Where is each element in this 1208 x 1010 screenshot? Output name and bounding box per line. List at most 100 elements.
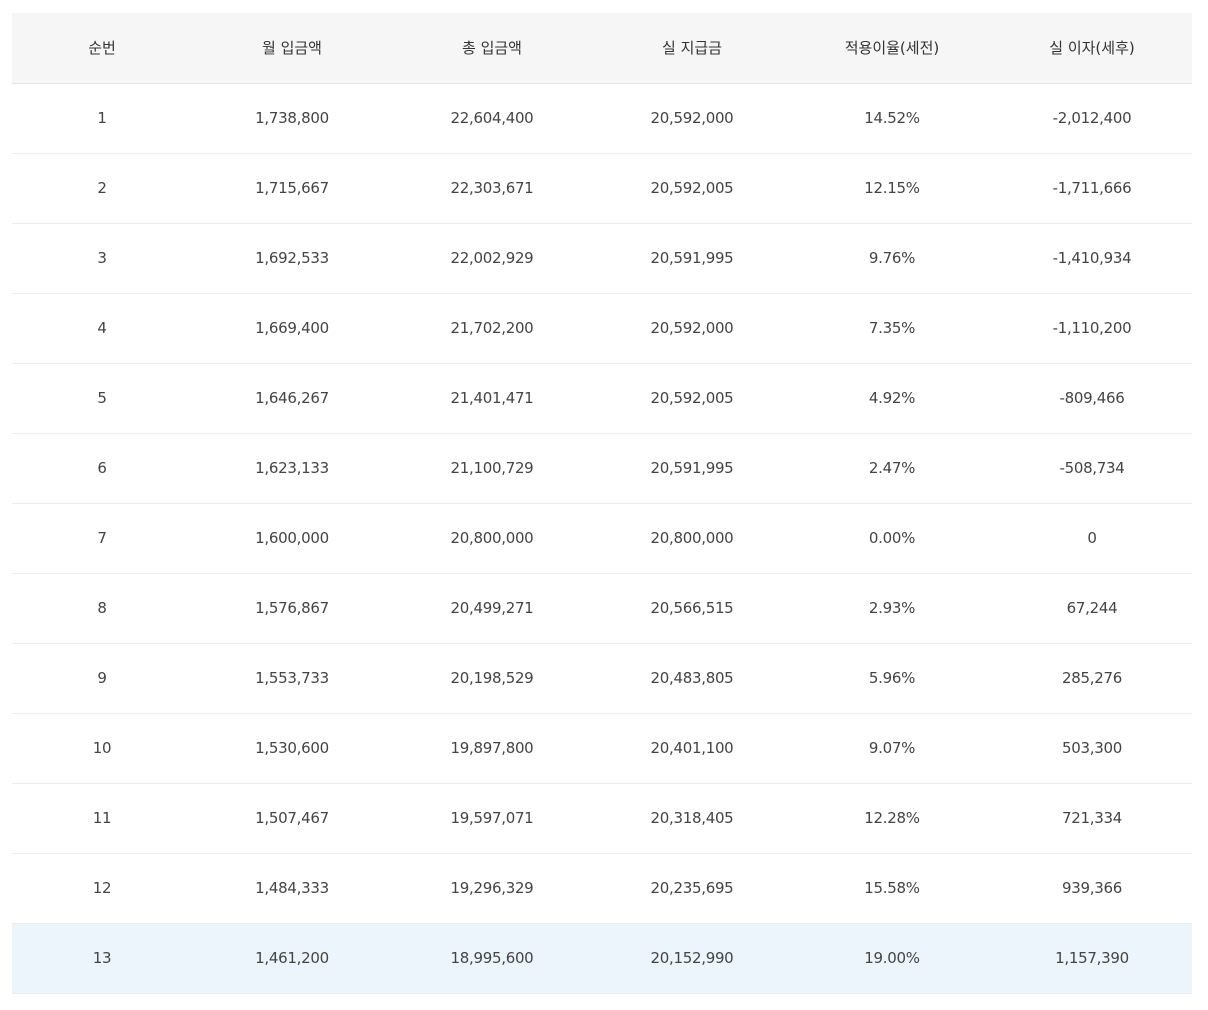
cell-actual-payout: 20,152,990 bbox=[592, 923, 792, 994]
table-row: 10 1,530,600 19,897,800 20,401,100 9.07%… bbox=[12, 713, 1192, 784]
table-body: 1 1,738,800 22,604,400 20,592,000 14.52%… bbox=[12, 83, 1192, 994]
table-row: 11 1,507,467 19,597,071 20,318,405 12.28… bbox=[12, 783, 1192, 854]
cell-seq: 2 bbox=[12, 153, 192, 224]
cell-actual-payout: 20,235,695 bbox=[592, 853, 792, 924]
cell-applied-rate: 19.00% bbox=[792, 923, 992, 994]
cell-total-deposit: 22,303,671 bbox=[392, 153, 592, 224]
table-row: 9 1,553,733 20,198,529 20,483,805 5.96% … bbox=[12, 643, 1192, 714]
cell-actual-interest: -809,466 bbox=[992, 363, 1192, 434]
cell-seq: 11 bbox=[12, 783, 192, 854]
cell-applied-rate: 12.28% bbox=[792, 783, 992, 854]
table-row-highlighted: 13 1,461,200 18,995,600 20,152,990 19.00… bbox=[12, 923, 1192, 994]
cell-seq: 12 bbox=[12, 853, 192, 924]
table-row: 1 1,738,800 22,604,400 20,592,000 14.52%… bbox=[12, 83, 1192, 154]
savings-comparison-table: 순번 월 입금액 총 입금액 실 지급금 적용이율(세전) 실 이자(세후) 1… bbox=[12, 13, 1192, 994]
header-actual-payout: 실 지급금 bbox=[592, 13, 792, 84]
cell-total-deposit: 20,800,000 bbox=[392, 503, 592, 574]
cell-actual-interest: -1,410,934 bbox=[992, 223, 1192, 294]
cell-actual-payout: 20,401,100 bbox=[592, 713, 792, 784]
cell-actual-payout: 20,591,995 bbox=[592, 433, 792, 504]
table-row: 12 1,484,333 19,296,329 20,235,695 15.58… bbox=[12, 853, 1192, 924]
cell-total-deposit: 20,198,529 bbox=[392, 643, 592, 714]
cell-actual-payout: 20,591,995 bbox=[592, 223, 792, 294]
cell-monthly-deposit: 1,669,400 bbox=[192, 293, 392, 364]
cell-actual-interest: 939,366 bbox=[992, 853, 1192, 924]
cell-seq: 5 bbox=[12, 363, 192, 434]
cell-seq: 1 bbox=[12, 83, 192, 154]
table-row: 4 1,669,400 21,702,200 20,592,000 7.35% … bbox=[12, 293, 1192, 364]
cell-actual-interest: -2,012,400 bbox=[992, 83, 1192, 154]
cell-monthly-deposit: 1,484,333 bbox=[192, 853, 392, 924]
cell-monthly-deposit: 1,738,800 bbox=[192, 83, 392, 154]
cell-actual-interest: -508,734 bbox=[992, 433, 1192, 504]
cell-monthly-deposit: 1,692,533 bbox=[192, 223, 392, 294]
cell-actual-payout: 20,318,405 bbox=[592, 783, 792, 854]
cell-actual-interest: -1,110,200 bbox=[992, 293, 1192, 364]
cell-applied-rate: 14.52% bbox=[792, 83, 992, 154]
table-row: 2 1,715,667 22,303,671 20,592,005 12.15%… bbox=[12, 153, 1192, 224]
cell-monthly-deposit: 1,576,867 bbox=[192, 573, 392, 644]
table-row: 3 1,692,533 22,002,929 20,591,995 9.76% … bbox=[12, 223, 1192, 294]
cell-seq: 8 bbox=[12, 573, 192, 644]
cell-seq: 10 bbox=[12, 713, 192, 784]
cell-monthly-deposit: 1,530,600 bbox=[192, 713, 392, 784]
cell-monthly-deposit: 1,646,267 bbox=[192, 363, 392, 434]
cell-actual-payout: 20,566,515 bbox=[592, 573, 792, 644]
header-row: 순번 월 입금액 총 입금액 실 지급금 적용이율(세전) 실 이자(세후) bbox=[12, 13, 1192, 84]
cell-seq: 6 bbox=[12, 433, 192, 504]
cell-total-deposit: 19,597,071 bbox=[392, 783, 592, 854]
cell-total-deposit: 22,002,929 bbox=[392, 223, 592, 294]
cell-applied-rate: 9.76% bbox=[792, 223, 992, 294]
cell-monthly-deposit: 1,553,733 bbox=[192, 643, 392, 714]
cell-monthly-deposit: 1,623,133 bbox=[192, 433, 392, 504]
cell-applied-rate: 0.00% bbox=[792, 503, 992, 574]
table-header: 순번 월 입금액 총 입금액 실 지급금 적용이율(세전) 실 이자(세후) bbox=[12, 13, 1192, 84]
header-actual-interest: 실 이자(세후) bbox=[992, 13, 1192, 84]
table-row: 5 1,646,267 21,401,471 20,592,005 4.92% … bbox=[12, 363, 1192, 434]
cell-monthly-deposit: 1,507,467 bbox=[192, 783, 392, 854]
cell-applied-rate: 7.35% bbox=[792, 293, 992, 364]
cell-total-deposit: 19,897,800 bbox=[392, 713, 592, 784]
savings-comparison-table-container: 순번 월 입금액 총 입금액 실 지급금 적용이율(세전) 실 이자(세후) 1… bbox=[12, 13, 1192, 994]
cell-actual-payout: 20,592,000 bbox=[592, 83, 792, 154]
cell-monthly-deposit: 1,715,667 bbox=[192, 153, 392, 224]
cell-actual-payout: 20,483,805 bbox=[592, 643, 792, 714]
cell-applied-rate: 5.96% bbox=[792, 643, 992, 714]
header-seq: 순번 bbox=[12, 13, 192, 84]
cell-actual-interest: 67,244 bbox=[992, 573, 1192, 644]
table-row: 7 1,600,000 20,800,000 20,800,000 0.00% … bbox=[12, 503, 1192, 574]
cell-actual-interest: 503,300 bbox=[992, 713, 1192, 784]
cell-total-deposit: 21,401,471 bbox=[392, 363, 592, 434]
cell-seq: 7 bbox=[12, 503, 192, 574]
table-row: 8 1,576,867 20,499,271 20,566,515 2.93% … bbox=[12, 573, 1192, 644]
cell-seq: 9 bbox=[12, 643, 192, 714]
cell-monthly-deposit: 1,600,000 bbox=[192, 503, 392, 574]
cell-monthly-deposit: 1,461,200 bbox=[192, 923, 392, 994]
cell-total-deposit: 21,100,729 bbox=[392, 433, 592, 504]
cell-actual-payout: 20,592,005 bbox=[592, 363, 792, 434]
cell-total-deposit: 19,296,329 bbox=[392, 853, 592, 924]
cell-actual-payout: 20,800,000 bbox=[592, 503, 792, 574]
cell-actual-interest: 285,276 bbox=[992, 643, 1192, 714]
cell-actual-payout: 20,592,005 bbox=[592, 153, 792, 224]
cell-actual-interest: 0 bbox=[992, 503, 1192, 574]
cell-actual-interest: 1,157,390 bbox=[992, 923, 1192, 994]
header-total-deposit: 총 입금액 bbox=[392, 13, 592, 84]
cell-applied-rate: 2.93% bbox=[792, 573, 992, 644]
cell-total-deposit: 21,702,200 bbox=[392, 293, 592, 364]
header-applied-rate: 적용이율(세전) bbox=[792, 13, 992, 84]
cell-seq: 4 bbox=[12, 293, 192, 364]
cell-total-deposit: 20,499,271 bbox=[392, 573, 592, 644]
table-row: 6 1,623,133 21,100,729 20,591,995 2.47% … bbox=[12, 433, 1192, 504]
cell-applied-rate: 2.47% bbox=[792, 433, 992, 504]
cell-actual-payout: 20,592,000 bbox=[592, 293, 792, 364]
cell-actual-interest: 721,334 bbox=[992, 783, 1192, 854]
cell-seq: 13 bbox=[12, 923, 192, 994]
cell-total-deposit: 18,995,600 bbox=[392, 923, 592, 994]
cell-actual-interest: -1,711,666 bbox=[992, 153, 1192, 224]
cell-applied-rate: 12.15% bbox=[792, 153, 992, 224]
cell-total-deposit: 22,604,400 bbox=[392, 83, 592, 154]
cell-seq: 3 bbox=[12, 223, 192, 294]
cell-applied-rate: 15.58% bbox=[792, 853, 992, 924]
cell-applied-rate: 9.07% bbox=[792, 713, 992, 784]
